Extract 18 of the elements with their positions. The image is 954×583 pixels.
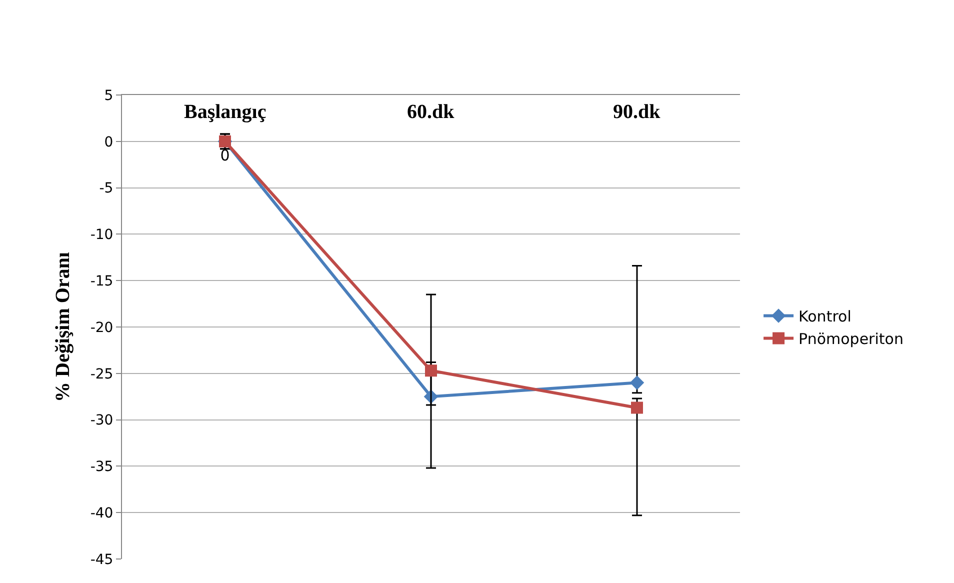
y-tick-label: 0 (104, 134, 114, 150)
y-tick-label: -35 (90, 459, 114, 476)
y-tick-label: -25 (90, 366, 114, 382)
y-tick-label: -5 (99, 180, 114, 197)
x-tick-label: 90.dk (613, 101, 662, 123)
y-tick-label: -45 (90, 552, 114, 568)
y-tick-label: -10 (90, 227, 114, 244)
y-tick-label: -30 (90, 412, 114, 429)
y-tick-label: 5 (104, 88, 114, 104)
data-label: 0 (220, 146, 230, 165)
legend-label: Kontrol (798, 308, 852, 326)
x-tick-label: 60.dk (407, 101, 456, 123)
y-axis-title: % Değişim Oranı (52, 252, 74, 402)
y-tick-label: -15 (90, 274, 114, 290)
x-tick-label: Başlangıç (184, 101, 266, 123)
y-tick-label: -20 (90, 320, 114, 336)
legend-label: Pnömoperiton (798, 330, 904, 348)
y-tick-label: -40 (90, 506, 114, 522)
